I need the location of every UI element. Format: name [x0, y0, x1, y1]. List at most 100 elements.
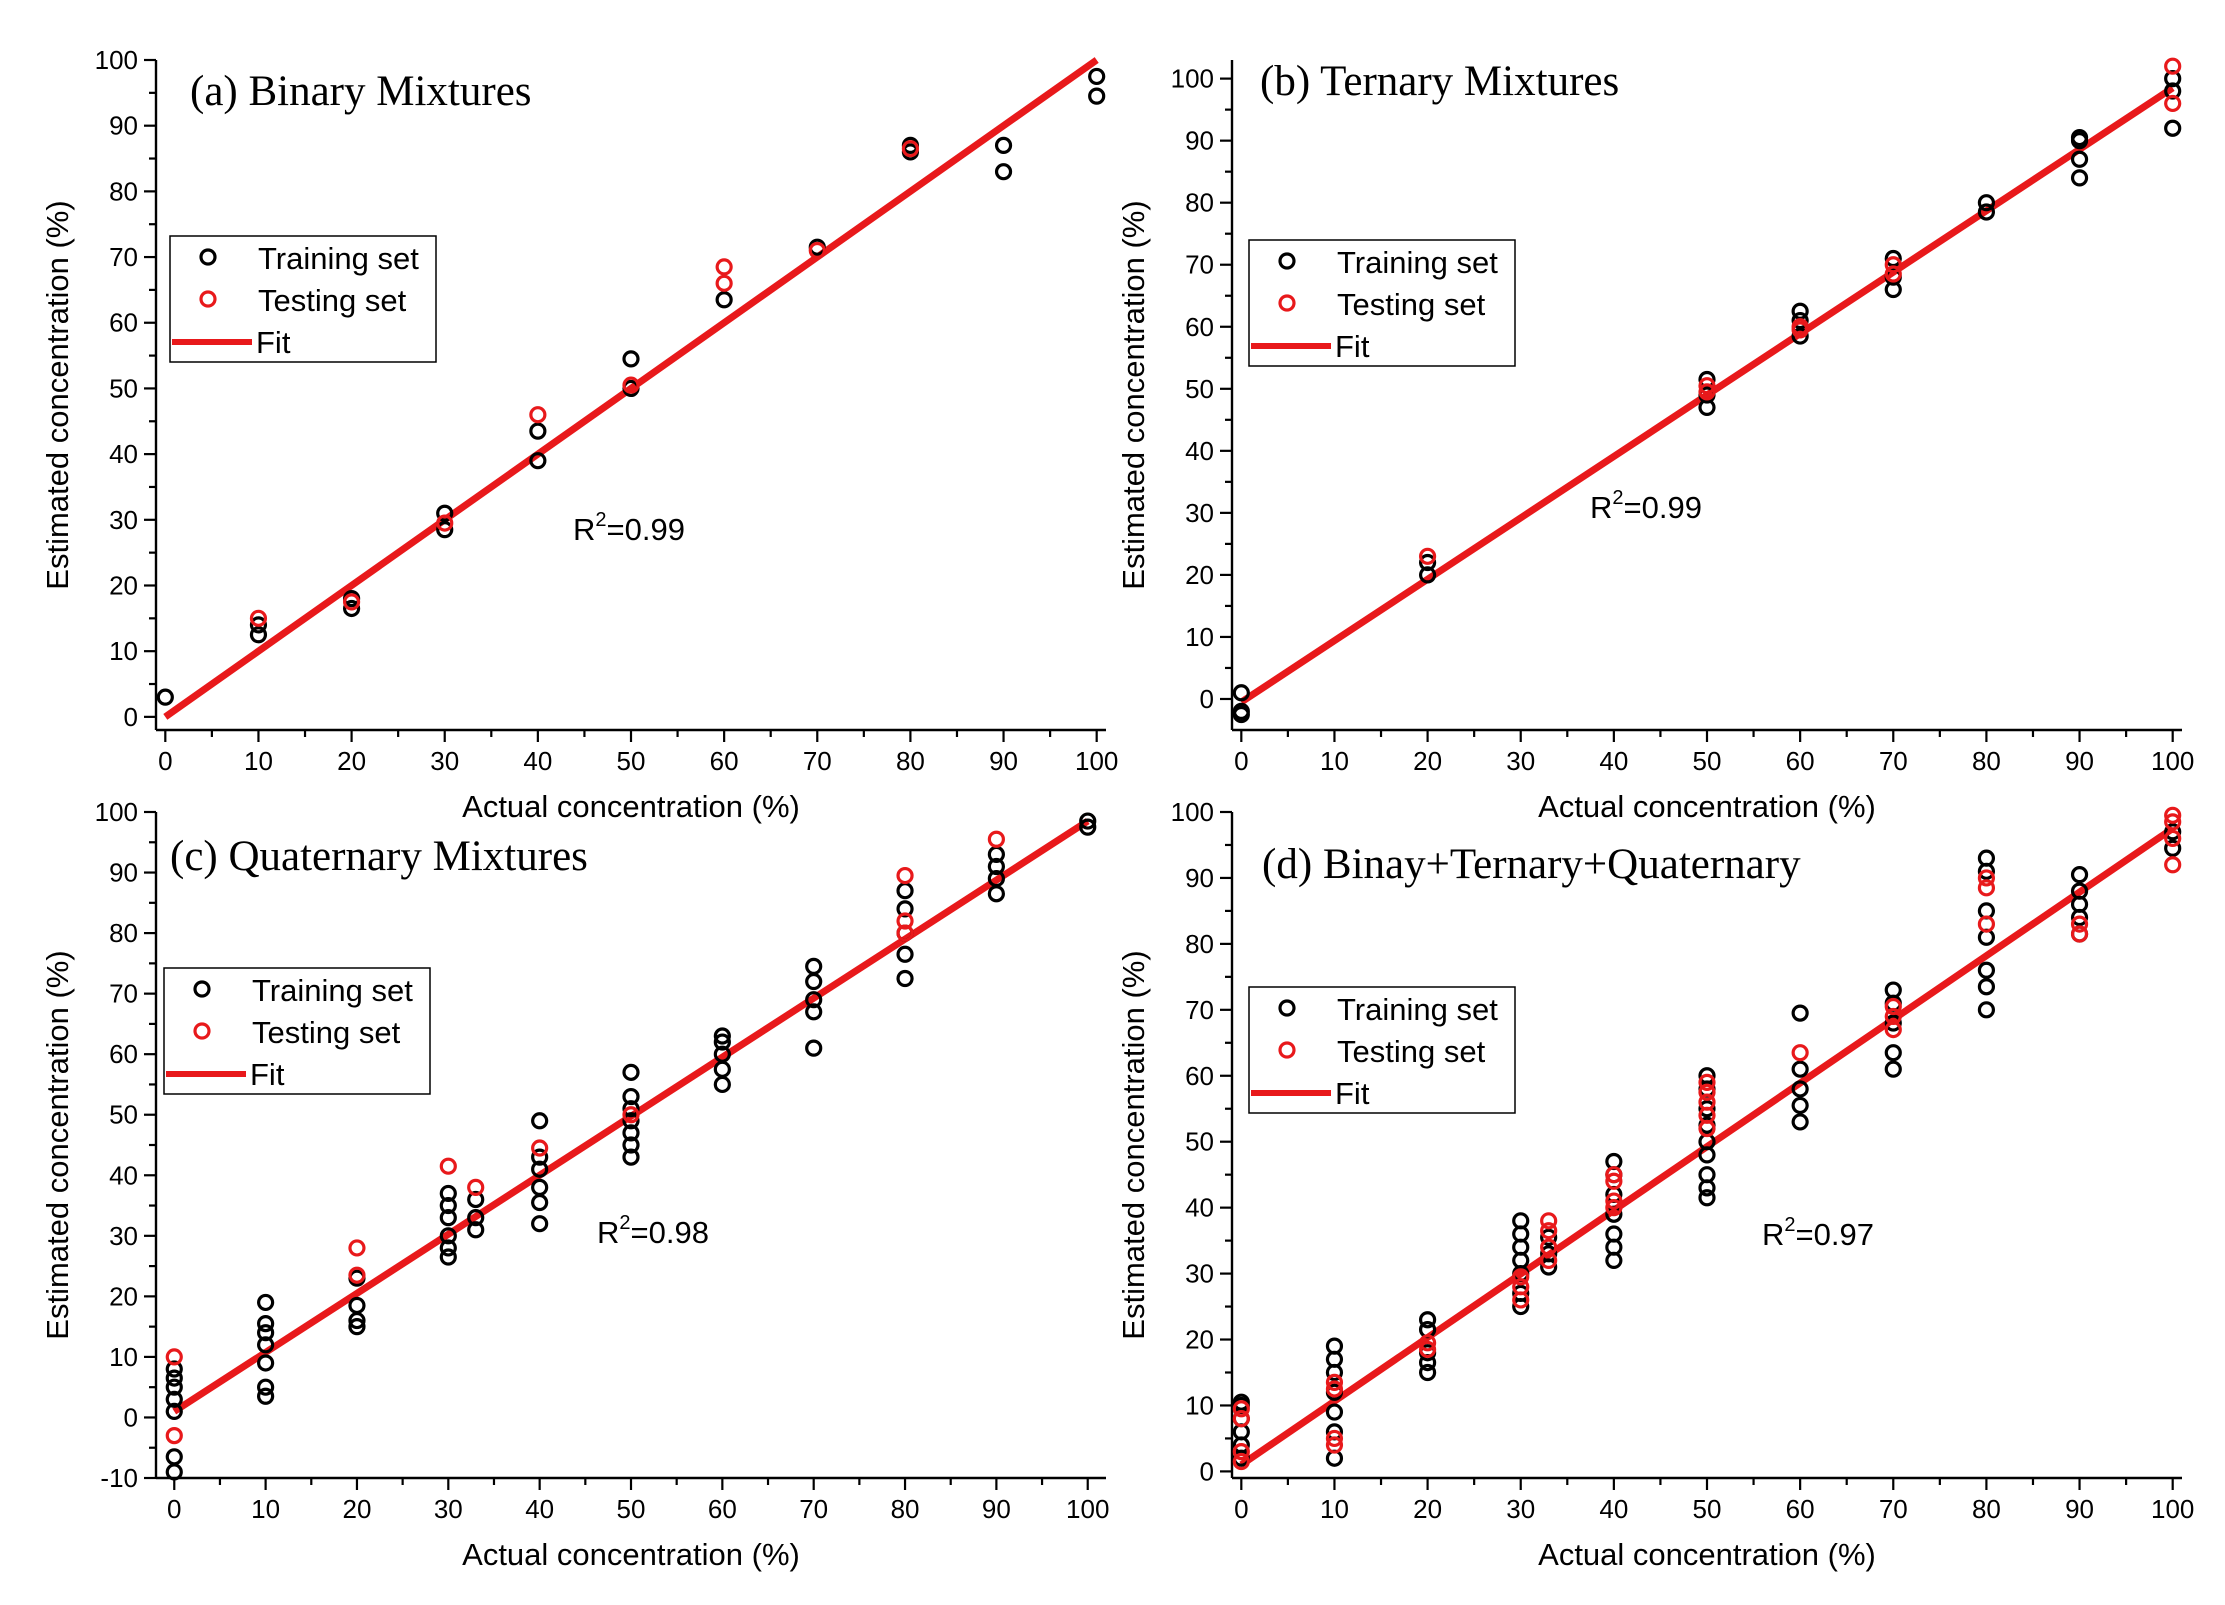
testing-point	[1698, 1073, 1716, 1091]
training-point	[805, 1039, 823, 1057]
testing-point	[1232, 1410, 1250, 1428]
r2-superscript: 2	[619, 1212, 630, 1234]
training-point	[994, 136, 1013, 154]
training-point	[2070, 128, 2089, 147]
x-tick-label: 60	[708, 1494, 737, 1524]
testing-point	[1698, 1093, 1716, 1111]
training-point	[1418, 1311, 1437, 1329]
testing-point	[2070, 915, 2089, 933]
training-point	[1698, 1166, 1716, 1184]
y-tick-label: 70	[109, 242, 138, 272]
training-point	[439, 1227, 457, 1245]
training-point	[257, 1315, 275, 1333]
testing-point	[1698, 1083, 1716, 1101]
r2-value: =0.99	[607, 512, 685, 547]
testing-point	[2164, 829, 2182, 847]
testing-point	[1977, 915, 1996, 933]
training-point	[439, 1184, 457, 1203]
y-tick-label: 40	[1185, 436, 1214, 466]
training-point	[467, 1209, 485, 1227]
training-point	[257, 1378, 275, 1396]
x-tick-label: 30	[1506, 746, 1535, 776]
r2-prefix: R	[1762, 1217, 1784, 1252]
y-tick-label: 90	[109, 111, 138, 141]
testing-point	[529, 406, 547, 424]
legend-training-marker	[199, 248, 217, 266]
y-tick-label: 10	[109, 636, 138, 666]
training-point	[987, 885, 1005, 903]
x-axis-label: Actual concentration (%)	[462, 789, 800, 824]
testing-point	[808, 241, 826, 260]
legend-label: Training set	[1337, 992, 1498, 1027]
y-tick-label: 20	[109, 1281, 138, 1311]
y-tick-label: 20	[109, 570, 138, 600]
testing-point	[1512, 1268, 1530, 1286]
x-axis-label: Actual concentration (%)	[462, 1537, 800, 1572]
legend-testing-marker	[193, 1022, 211, 1040]
y-tick-label: 40	[1185, 1193, 1214, 1223]
x-tick-label: 40	[1599, 1494, 1628, 1524]
x-tick-label: 70	[1879, 746, 1908, 776]
testing-point	[436, 514, 454, 532]
x-tick-label: 50	[1693, 746, 1722, 776]
training-point	[257, 1324, 275, 1342]
training-point	[531, 1148, 549, 1166]
x-tick-label: 50	[617, 1494, 646, 1524]
legend-label: Training set	[252, 973, 413, 1008]
y-tick-label: 10	[109, 1342, 138, 1372]
x-tick-label: 80	[1972, 1494, 2001, 1524]
training-point	[529, 452, 547, 470]
x-tick-label: 80	[891, 1494, 920, 1524]
x-tick-label: 70	[803, 746, 832, 776]
y-tick-label: 10	[1185, 622, 1214, 652]
testing-point	[165, 1348, 183, 1366]
legend-testing-marker	[199, 290, 217, 308]
panel-d: 0 10 20 30 40 50 60 70 80 90 100 0 10 20 30 40 50 60 70 80 9…	[1116, 797, 2194, 1572]
training-point	[1791, 311, 1809, 330]
testing-points	[1418, 57, 2182, 565]
training-point	[713, 1075, 731, 1094]
training-point	[249, 616, 268, 634]
x-axis-label: Actual concentration (%)	[1538, 789, 1876, 824]
testing-point	[2164, 856, 2182, 874]
training-point	[436, 521, 454, 539]
training-point	[622, 350, 640, 368]
y-tick-label: 80	[109, 918, 138, 948]
training-point	[896, 882, 914, 900]
y-tick-label: 10	[1185, 1390, 1214, 1420]
training-point	[257, 1387, 275, 1405]
y-tick-label: 30	[109, 505, 138, 535]
training-point	[2070, 866, 2089, 884]
x-tick-label: 90	[2065, 746, 2094, 776]
training-point	[1884, 1014, 1902, 1032]
legend-label: Training set	[258, 241, 419, 276]
x-tick-label: 10	[1320, 746, 1349, 776]
training-point	[994, 163, 1013, 181]
x-tick-label: 30	[1506, 1494, 1535, 1524]
legend-training-marker	[193, 980, 211, 998]
x-tick-label: 30	[434, 1494, 463, 1524]
r2-superscript: 2	[1784, 1214, 1795, 1236]
testing-point	[1977, 879, 1996, 897]
legend-label: Testing set	[258, 283, 407, 318]
training-point	[622, 1136, 640, 1154]
y-tick-label: 30	[1185, 1259, 1214, 1289]
training-point	[1540, 1228, 1558, 1246]
training-point	[1088, 87, 1106, 105]
y-tick-label: 30	[1185, 498, 1214, 528]
testing-point	[987, 830, 1005, 848]
training-point	[1884, 1060, 1902, 1078]
x-tick-label: 10	[244, 746, 273, 776]
testing-point	[1512, 1278, 1530, 1296]
r-squared-annotation: R2=0.99	[573, 509, 685, 547]
testing-point	[715, 258, 733, 276]
training-point	[1791, 1060, 1809, 1078]
testing-point	[348, 1266, 366, 1284]
training-point	[439, 1209, 457, 1227]
panel-title: (b) Ternary Mixtures	[1260, 58, 1619, 105]
testing-point	[2164, 94, 2182, 113]
training-point	[2070, 150, 2089, 168]
training-point	[1232, 705, 1250, 724]
y-tick-label: 60	[1185, 1061, 1214, 1091]
